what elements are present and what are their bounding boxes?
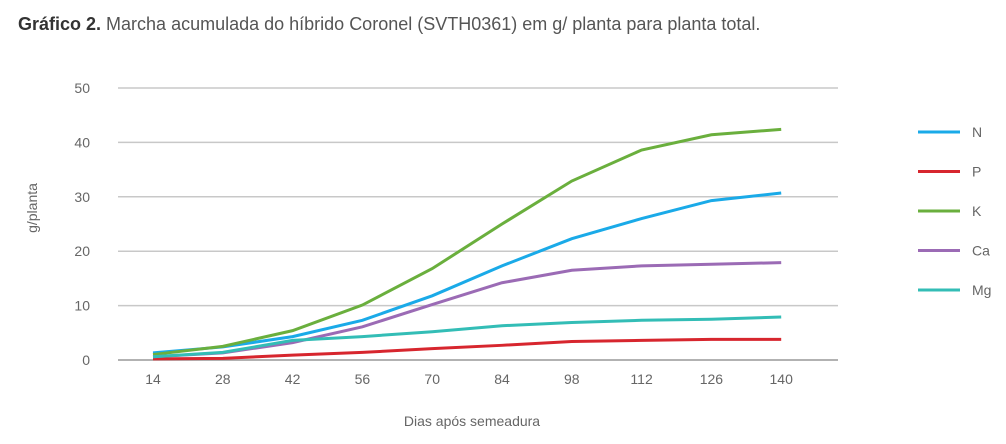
x-axis-label: Dias após semeadura bbox=[404, 413, 540, 429]
x-tick-label: 112 bbox=[630, 371, 653, 387]
y-tick-label: 30 bbox=[74, 189, 90, 205]
x-tick-label: 14 bbox=[145, 371, 161, 387]
y-tick-label: 0 bbox=[82, 352, 90, 368]
y-tick-label: 10 bbox=[74, 298, 90, 314]
x-tick-label: 84 bbox=[494, 371, 510, 387]
legend-label: K bbox=[972, 203, 982, 219]
series-line-Mg bbox=[152, 315, 782, 359]
x-tick-label: 56 bbox=[355, 371, 371, 387]
x-tick-label: 98 bbox=[564, 371, 580, 387]
title-bold: Gráfico 2. bbox=[18, 14, 102, 34]
chart-title: Gráfico 2. Marcha acumulada do híbrido C… bbox=[18, 14, 760, 35]
y-axis-label: g/planta bbox=[24, 183, 40, 233]
y-tick-label: 50 bbox=[74, 80, 90, 96]
series-line-K bbox=[152, 127, 782, 357]
legend-label: Mg bbox=[972, 282, 991, 298]
x-tick-label: 70 bbox=[424, 371, 440, 387]
x-tick-label: 42 bbox=[285, 371, 301, 387]
series-line-P bbox=[152, 337, 782, 361]
x-tick-label: 28 bbox=[215, 371, 231, 387]
title-text: Marcha acumulada do híbrido Coronel (SVT… bbox=[106, 14, 761, 34]
series-line-N bbox=[152, 191, 782, 355]
y-tick-label: 40 bbox=[74, 134, 90, 150]
legend-label: P bbox=[972, 164, 981, 180]
legend-label: Ca bbox=[972, 243, 990, 259]
legend-label: N bbox=[972, 124, 982, 140]
x-tick-label: 140 bbox=[770, 371, 794, 387]
y-tick-label: 20 bbox=[74, 243, 90, 259]
x-tick-label: 126 bbox=[700, 371, 724, 387]
